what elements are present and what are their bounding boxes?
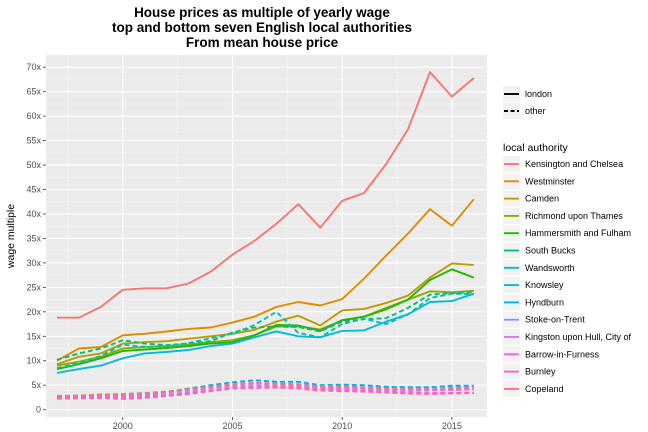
y-tick-label: 10x xyxy=(26,356,41,366)
y-tick-label: 20x xyxy=(26,307,41,317)
chart-title: House prices as multiple of yearly wage … xyxy=(112,5,412,50)
legend-linetype-label: other xyxy=(525,106,546,116)
legend-color-label: Stoke-on-Trent xyxy=(525,315,585,325)
legend-linetype-label: london xyxy=(525,89,552,99)
legend-color-label: Wandsworth xyxy=(525,263,575,273)
y-tick-label: 45x xyxy=(26,185,41,195)
y-axis-title: wage multiple xyxy=(5,204,17,269)
legend-color-label: South Bucks xyxy=(525,246,576,256)
series-line-5 xyxy=(56,291,474,361)
series-line-0 xyxy=(57,71,475,319)
series-lines xyxy=(56,71,475,400)
series-line-12 xyxy=(57,386,474,400)
color-legend-title: local authority xyxy=(503,142,569,154)
y-tick-label: 55x xyxy=(26,136,41,146)
legend-color-label: Westminster xyxy=(525,176,575,186)
x-tick-label: 2005 xyxy=(222,421,242,431)
y-tick-label: 25x xyxy=(26,282,41,292)
x-axis: 2000 2005 2010 2015 xyxy=(113,417,462,431)
legend-color-label: Hammersmith and Fulham xyxy=(525,228,631,238)
x-tick-label: 2000 xyxy=(113,421,133,431)
y-tick-label: 40x xyxy=(26,209,41,219)
y-tick-label: 35x xyxy=(26,233,41,243)
linetype-legend: london other xyxy=(503,86,552,119)
series-line-6 xyxy=(56,292,474,370)
y-tick-label: 50x xyxy=(26,160,41,170)
legend-color-label: Knowsley xyxy=(525,280,564,290)
y-tick-label: 30x xyxy=(26,258,41,268)
x-tick-label: 2010 xyxy=(332,421,352,431)
y-tick-label: 0 xyxy=(36,405,41,415)
series-line-13 xyxy=(56,381,474,397)
y-tick-label: 15x xyxy=(26,331,41,341)
gridlines xyxy=(46,55,487,417)
legend-color-label: Barrow-in-Furness xyxy=(525,349,600,359)
legend-color-label: Burnley xyxy=(525,367,556,377)
y-axis: 0 5x 10x 15x 20x 25x 30x 35x 40x 45x 50x 55x 60x 65x 7… xyxy=(26,62,46,415)
legend-color-label: Camden xyxy=(525,194,559,204)
legend-color-label: Kingston upon Hull, City of xyxy=(525,332,632,342)
legend-color-label: Hyndburn xyxy=(525,297,564,307)
y-tick-label: 5x xyxy=(31,380,41,390)
legend-color-label: Kensington and Chelsea xyxy=(525,159,623,169)
y-tick-label: 65x xyxy=(26,87,41,97)
y-tick-label: 60x xyxy=(26,111,41,121)
title-line-3: From mean house price xyxy=(186,35,339,50)
legend-color-label: Richmond upon Thames xyxy=(525,211,623,221)
series-line-11 xyxy=(56,385,474,400)
y-tick-label: 70x xyxy=(26,62,41,72)
series-line-8 xyxy=(56,379,474,398)
x-tick-label: 2015 xyxy=(442,421,462,431)
color-legend: Kensington and Chelsea Westminster Camden R… xyxy=(503,156,632,397)
title-line-2: top and bottom seven English local autho… xyxy=(112,20,412,35)
title-line-1: House prices as multiple of yearly wage xyxy=(134,5,390,20)
series-line-4 xyxy=(56,268,475,371)
legend-color-label: Copeland xyxy=(525,384,564,394)
series-line-1 xyxy=(56,198,475,362)
series-line-2 xyxy=(56,262,474,366)
series-line-7 xyxy=(56,292,475,374)
series-line-10 xyxy=(56,384,474,399)
